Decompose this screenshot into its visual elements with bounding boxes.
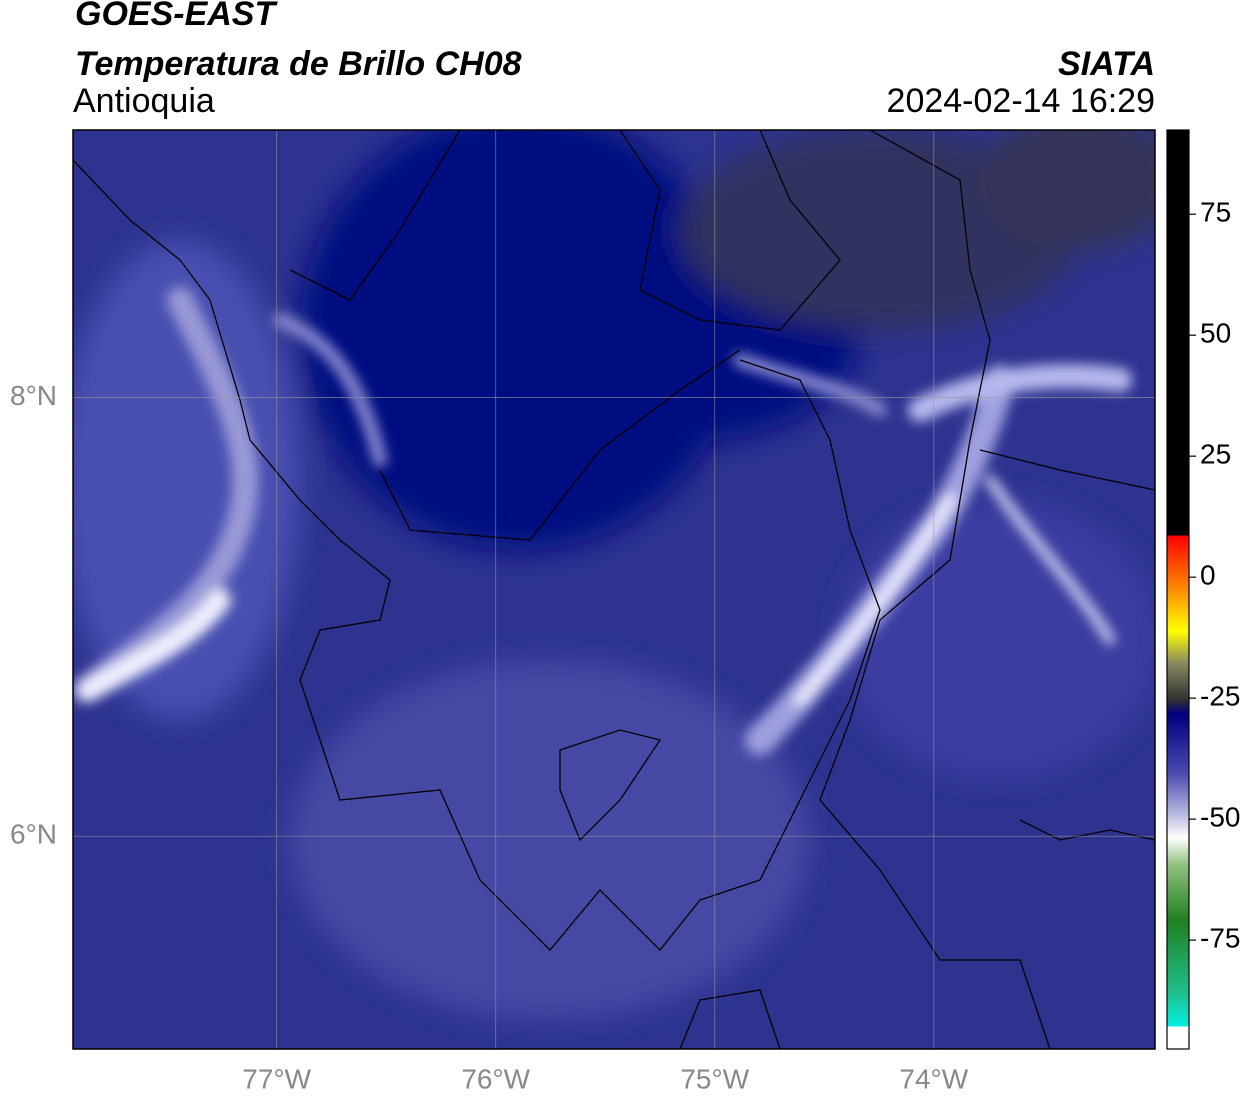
title: GOES-EAST <box>75 0 278 33</box>
subtitle: Temperatura de Brillo CH08 <box>75 45 522 83</box>
lon-tick-label: 74°W <box>899 1063 968 1094</box>
graticule <box>73 130 1155 1049</box>
colorbar <box>1166 129 1190 1050</box>
map-frame <box>72 129 1156 1050</box>
region: Antioquia <box>73 82 215 120</box>
lon-tick-label: 75°W <box>680 1063 749 1094</box>
colorbar-tick-label: 50 <box>1200 318 1231 349</box>
datetime: 2024-02-14 16:29 <box>887 82 1155 120</box>
lon-tick-label: 77°W <box>242 1063 311 1094</box>
lat-tick-label: 6°N <box>10 819 57 850</box>
map-image <box>73 130 1155 1049</box>
colorbar-tick-label: -25 <box>1200 681 1240 712</box>
colorbar-tick-label: 75 <box>1200 197 1231 228</box>
colorbar-tick-label: 25 <box>1200 439 1231 470</box>
colorbar-tick-label: -50 <box>1200 802 1240 833</box>
source: SIATA <box>1058 45 1155 83</box>
colorbar-tick-label: -75 <box>1200 923 1240 954</box>
colorbar-tick-label: 0 <box>1200 560 1216 591</box>
lat-tick-label: 8°N <box>10 380 57 411</box>
lon-tick-label: 76°W <box>461 1063 530 1094</box>
